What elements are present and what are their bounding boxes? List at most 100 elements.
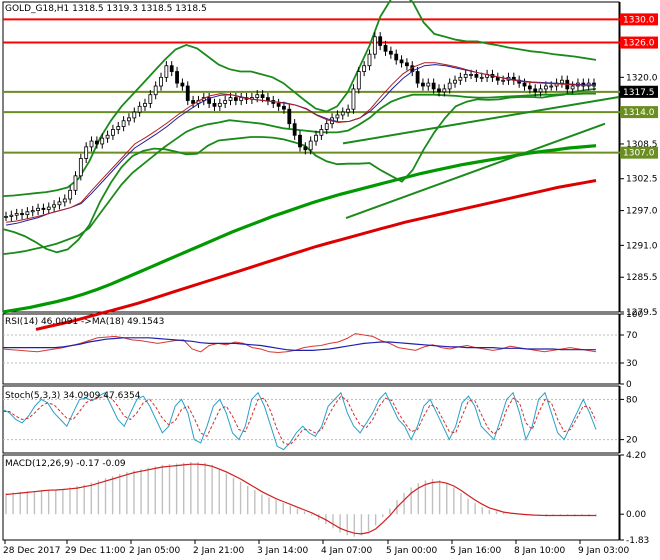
x-tick-label-7: 5 Jan 16:00 bbox=[450, 546, 502, 556]
candle-body bbox=[121, 120, 126, 127]
x-axis: 28 Dec 2017 29 Dec 11:00 2 Jan 05:00 2 Jan … bbox=[3, 540, 630, 556]
price-title: GOLD_G18,H1 1318.5 1319.3 1318.5 1318.5 bbox=[5, 4, 207, 14]
candle-body bbox=[495, 76, 500, 81]
macd-panel: -1.83 0.00 4.20 bbox=[5, 451, 649, 546]
candle-body bbox=[378, 36, 383, 46]
candle-body bbox=[356, 71, 361, 90]
candle-body bbox=[100, 137, 105, 145]
x-tick-label-2: 2 Jan 05:00 bbox=[129, 546, 181, 556]
candle-body bbox=[362, 65, 367, 72]
candle-body bbox=[89, 140, 94, 148]
candle-body bbox=[415, 71, 420, 84]
price-tag-label: 1317.5 bbox=[623, 88, 655, 98]
macd-tick-label-2: 4.20 bbox=[626, 451, 646, 461]
x-tick-label-4: 3 Jan 14:00 bbox=[257, 546, 309, 556]
candle-body bbox=[207, 97, 212, 104]
candle-body bbox=[185, 85, 190, 101]
candle-body bbox=[394, 53, 399, 61]
candle-body bbox=[132, 111, 137, 119]
candle-body bbox=[383, 45, 388, 52]
candle-body bbox=[52, 204, 57, 208]
candle-body bbox=[164, 65, 169, 78]
candle-body bbox=[180, 82, 185, 87]
candle-body bbox=[127, 117, 131, 122]
candle-body bbox=[501, 79, 506, 82]
macd-title: MACD(12,26,9) -0.17 -0.09 bbox=[5, 459, 126, 469]
rsi-tick-label-2: 70 bbox=[626, 331, 638, 341]
candle-body bbox=[9, 214, 14, 217]
candle-body bbox=[303, 146, 308, 151]
candle-body bbox=[437, 88, 441, 93]
price-tag bbox=[620, 85, 658, 98]
x-tick-label-6: 5 Jan 00:00 bbox=[386, 546, 438, 556]
candle-body bbox=[388, 50, 393, 55]
candle-body bbox=[78, 158, 83, 177]
level-tag-label-0: 1330.0 bbox=[623, 15, 655, 25]
candle-body bbox=[405, 62, 409, 67]
rsi-ma-line bbox=[3, 337, 596, 351]
price-tick-label-0: 1279.5 bbox=[626, 308, 658, 318]
ema-red-line bbox=[5, 62, 596, 223]
stoch-tick-label-0: 20 bbox=[626, 436, 638, 446]
candle-body bbox=[217, 103, 222, 107]
candle-body bbox=[228, 97, 233, 101]
trendline-channel-low bbox=[345, 122, 606, 220]
level-tag-3 bbox=[620, 106, 658, 119]
candle-body bbox=[14, 213, 19, 216]
candle-body bbox=[453, 79, 457, 84]
x-tick-label-1: 29 Dec 11:00 bbox=[65, 546, 126, 556]
candle-body bbox=[538, 88, 543, 93]
candle-body bbox=[175, 71, 179, 84]
price-tick-label-7: 1320.0 bbox=[626, 73, 658, 83]
price-panel: 1279.5 1285.5 1291.0 1297.0 1302.5 1308.5 1314… bbox=[2, 0, 658, 331]
candle-body bbox=[148, 94, 153, 104]
candle-body bbox=[431, 82, 436, 90]
candle-body bbox=[463, 74, 468, 78]
price-tick-label-5: 1308.5 bbox=[626, 140, 658, 150]
candle-body bbox=[292, 123, 297, 136]
candle-body bbox=[73, 175, 78, 191]
candle-body bbox=[421, 82, 425, 87]
candle-body bbox=[324, 123, 329, 130]
candle-body bbox=[266, 97, 270, 101]
price-tick-label-1: 1285.5 bbox=[626, 273, 658, 283]
candle-body bbox=[527, 85, 532, 90]
ma-green-line bbox=[2, 144, 597, 314]
panel-frame-1 bbox=[2, 313, 620, 385]
candle-body bbox=[442, 88, 447, 93]
candle-body bbox=[143, 103, 147, 107]
candle-body bbox=[223, 100, 228, 104]
panel-frame-0 bbox=[2, 1, 620, 313]
candle-body bbox=[191, 100, 195, 104]
level-tag-label-4: 1307.0 bbox=[623, 149, 655, 159]
candle-body bbox=[116, 126, 121, 130]
candle-body bbox=[319, 129, 324, 136]
candle-body bbox=[298, 134, 302, 148]
candle-body bbox=[46, 206, 51, 210]
candle-body bbox=[57, 201, 62, 206]
x-tick-label-8: 8 Jan 10:00 bbox=[514, 546, 566, 556]
candle-body bbox=[153, 85, 158, 96]
candle-body bbox=[308, 140, 313, 151]
panel-titles: GOLD_G18,H1 1318.5 1319.3 1318.5 1318.5 … bbox=[5, 4, 207, 469]
candle-body bbox=[346, 108, 351, 113]
candle-body bbox=[367, 53, 372, 67]
rsi-tick-label-1: 30 bbox=[626, 359, 638, 369]
candle-body bbox=[533, 88, 538, 93]
price-tick-label-3: 1297.0 bbox=[626, 207, 658, 217]
rsi-panel: 0 30 70 100 bbox=[2, 310, 643, 390]
candle-body bbox=[549, 85, 554, 88]
level-tag-label-1: 1326.0 bbox=[623, 39, 655, 49]
candle-body bbox=[30, 210, 35, 213]
candle-body bbox=[372, 36, 377, 55]
candle-body bbox=[570, 85, 575, 90]
candle-body bbox=[20, 213, 24, 216]
candle-body bbox=[474, 74, 479, 78]
candle-body bbox=[340, 111, 345, 116]
x-tick-label-5: 4 Jan 07:00 bbox=[321, 546, 373, 556]
x-tick-label-3: 2 Jan 21:00 bbox=[193, 546, 245, 556]
candle-body bbox=[41, 207, 46, 210]
candle-body bbox=[560, 79, 564, 84]
candle-body bbox=[159, 76, 163, 87]
